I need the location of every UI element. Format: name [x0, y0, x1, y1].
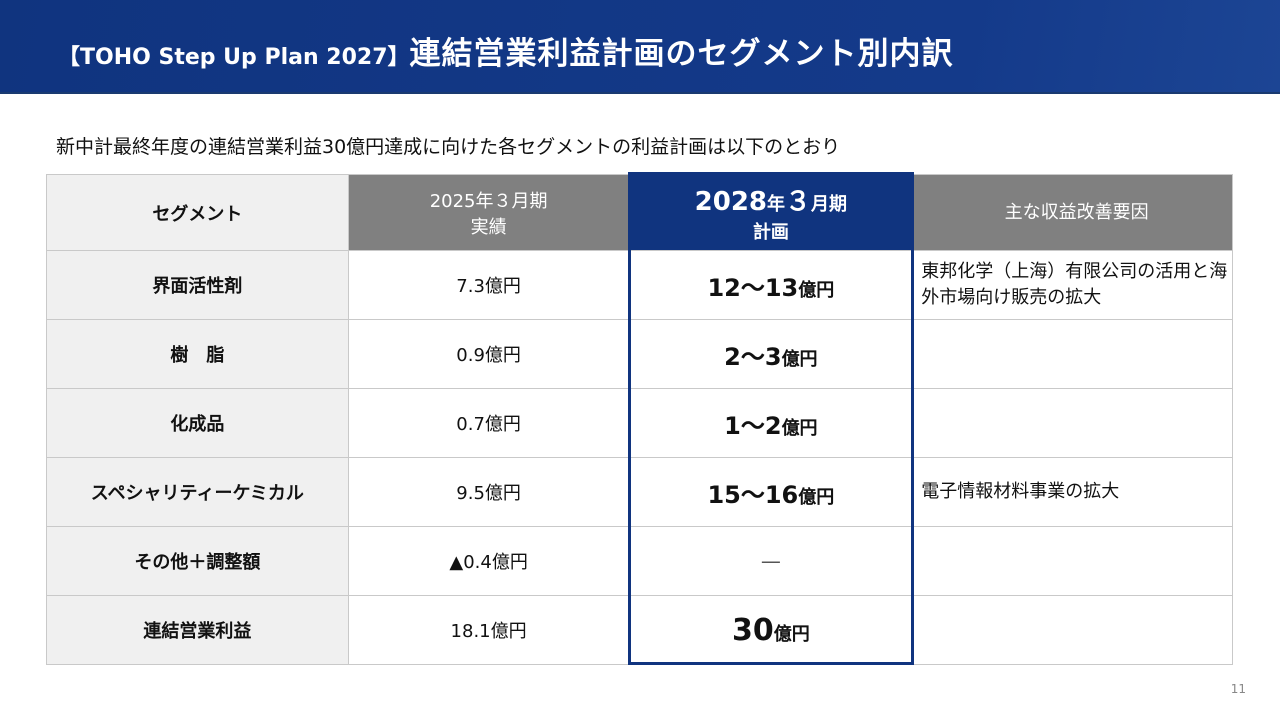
table-header-row: セグメント 2025年３月期 実績 2028年３月期計画 主な収益改善要因 — [46, 174, 1233, 251]
plan-year: 2028 — [694, 187, 768, 217]
segment-name: 樹 脂 — [46, 319, 349, 389]
plan-value: 15〜16億円 — [628, 457, 914, 527]
plan-unit: 億円 — [798, 279, 835, 301]
plan-unit: 億円 — [781, 348, 818, 370]
actual-value: 18.1億円 — [347, 595, 630, 665]
header-plan: 2028年３月期計画 — [628, 174, 914, 251]
plan-number: — — [760, 549, 781, 573]
table-row: 界面活性剤 7.3億円 12〜13億円 東邦化学（上海）有限公司の活用と海外市場… — [46, 250, 1233, 320]
subtitle: 新中計最終年度の連結営業利益30億円達成に向けた各セグメントの利益計画は以下のと… — [56, 136, 841, 158]
title-bracket: 【TOHO Step Up Plan 2027】 — [58, 45, 410, 70]
actual-value: 0.7億円 — [347, 388, 630, 458]
plan-nen: 年 — [767, 194, 786, 215]
plan-value: — — [628, 526, 914, 596]
header-actual: 2025年３月期 実績 — [347, 174, 630, 251]
table-row: 連結営業利益 18.1億円 30億円 — [46, 595, 1233, 665]
header-actual-label: 実績 — [470, 216, 507, 238]
header-actual-period: 2025年３月期 — [429, 190, 548, 212]
table-row: 樹 脂 0.9億円 2〜3億円 — [46, 319, 1233, 389]
improvement-factor — [912, 319, 1233, 389]
plan-unit: 億円 — [773, 623, 810, 645]
segment-name: 連結営業利益 — [46, 595, 349, 665]
plan-number: 12〜13 — [707, 273, 799, 302]
header-plan-label: 計画 — [752, 222, 789, 243]
plan-unit: 億円 — [798, 486, 835, 508]
table-row: その他＋調整額 ▲0.4億円 — — [46, 526, 1233, 596]
improvement-factor — [912, 388, 1233, 458]
actual-value: 0.9億円 — [347, 319, 630, 389]
segment-name: スペシャリティーケミカル — [46, 457, 349, 527]
header-factors: 主な収益改善要因 — [912, 174, 1233, 251]
improvement-factor — [912, 595, 1233, 665]
title-main: 連結営業利益計画のセグメント別内訳 — [409, 36, 954, 72]
plan-number: 2〜3 — [724, 342, 782, 371]
segment-name: その他＋調整額 — [46, 526, 349, 596]
plan-unit: 億円 — [781, 417, 818, 439]
page-title: 【TOHO Step Up Plan 2027】連結営業利益計画のセグメント別内… — [58, 28, 954, 73]
page-number: 11 — [1230, 682, 1246, 696]
segment-table: セグメント 2025年３月期 実績 2028年３月期計画 主な収益改善要因 界面活… — [46, 174, 1233, 665]
plan-month: ３ — [785, 187, 812, 217]
segment-name: 化成品 — [46, 388, 349, 458]
header-segment: セグメント — [46, 174, 349, 251]
improvement-factor — [912, 526, 1233, 596]
improvement-factor: 電子情報材料事業の拡大 — [912, 457, 1233, 527]
improvement-factor: 東邦化学（上海）有限公司の活用と海外市場向け販売の拡大 — [912, 250, 1233, 320]
plan-number: 1〜2 — [724, 411, 782, 440]
plan-value: 1〜2億円 — [628, 388, 914, 458]
actual-value: 7.3億円 — [347, 250, 630, 320]
table-row: 化成品 0.7億円 1〜2億円 — [46, 388, 1233, 458]
plan-value: 30億円 — [628, 595, 914, 665]
plan-number: 15〜16 — [707, 480, 799, 509]
table-row: スペシャリティーケミカル 9.5億円 15〜16億円 電子情報材料事業の拡大 — [46, 457, 1233, 527]
plan-value: 2〜3億円 — [628, 319, 914, 389]
actual-value: ▲0.4億円 — [347, 526, 630, 596]
plan-value: 12〜13億円 — [628, 250, 914, 320]
plan-tsuki: 月期 — [811, 194, 848, 215]
plan-number: 30 — [731, 612, 774, 648]
title-bar: 【TOHO Step Up Plan 2027】連結営業利益計画のセグメント別内… — [0, 0, 1280, 94]
actual-value: 9.5億円 — [347, 457, 630, 527]
segment-name: 界面活性剤 — [46, 250, 349, 320]
